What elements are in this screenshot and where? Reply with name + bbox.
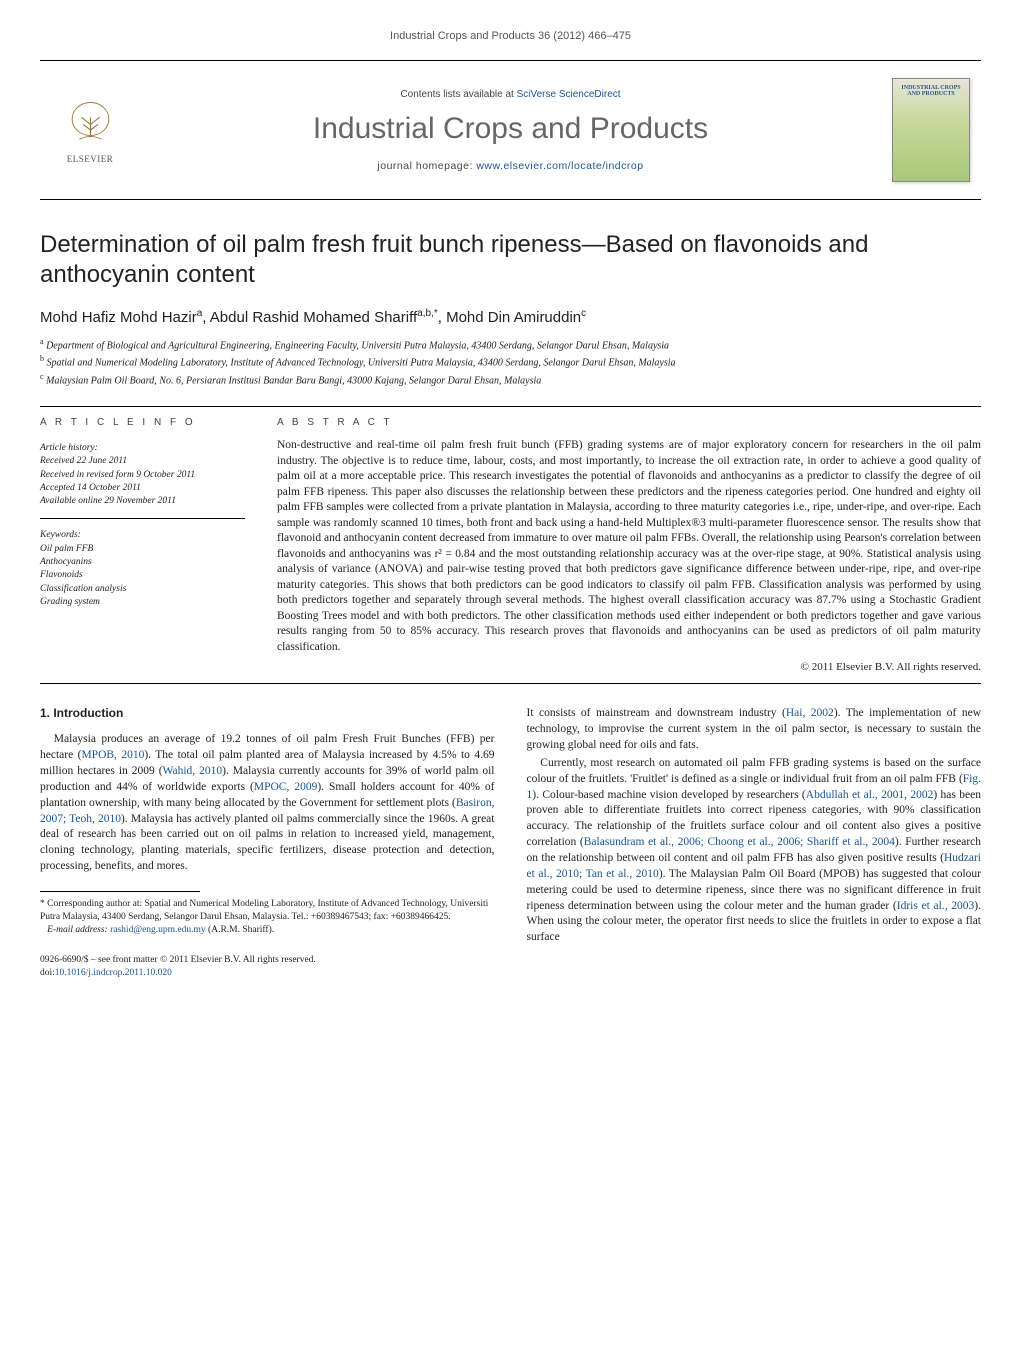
email-label: E-mail address:	[47, 925, 110, 935]
journal-homepage-line: journal homepage: www.elsevier.com/locat…	[377, 160, 643, 172]
keyword-item: Oil palm FFB	[40, 543, 245, 556]
rule-below-abstract	[40, 683, 981, 684]
rule-above-info	[40, 406, 981, 407]
article-info-heading: A R T I C L E I N F O	[40, 417, 245, 428]
abstract-heading: A B S T R A C T	[277, 417, 981, 428]
affiliations: a Department of Biological and Agricultu…	[40, 336, 981, 388]
right-para-2: Currently, most research on automated oi…	[527, 756, 982, 946]
journal-cover-block: INDUSTRIAL CROPS AND PRODUCTS	[881, 61, 981, 199]
doi-link[interactable]: 10.1016/j.indcrop.2011.10.020	[55, 968, 172, 978]
journal-name: Industrial Crops and Products	[313, 112, 708, 146]
introduction-heading: 1. Introduction	[40, 706, 495, 720]
author-list: Mohd Hafiz Mohd Hazira, Abdul Rashid Moh…	[40, 308, 981, 326]
doi-prefix: doi:	[40, 968, 55, 978]
corresp-email-link[interactable]: rashid@eng.upm.edu.my	[110, 925, 206, 935]
keywords-label: Keywords:	[40, 529, 245, 542]
footer-block: 0926-6690/$ – see front matter © 2011 El…	[40, 954, 495, 980]
footnote-rule	[40, 891, 200, 892]
body-left-column: 1. Introduction Malaysia produces an ave…	[40, 706, 495, 980]
history-online: Available online 29 November 2011	[40, 495, 245, 508]
masthead-center: Contents lists available at SciVerse Sci…	[140, 61, 881, 199]
keyword-item: Grading system	[40, 596, 245, 609]
journal-homepage-link[interactable]: www.elsevier.com/locate/indcrop	[476, 160, 643, 172]
abstract-column: A B S T R A C T Non-destructive and real…	[277, 417, 981, 673]
keyword-item: Anthocyanins	[40, 556, 245, 569]
running-head: Industrial Crops and Products 36 (2012) …	[40, 30, 981, 42]
history-heading: Article history:	[40, 442, 245, 455]
affiliation-line: a Department of Biological and Agricultu…	[40, 336, 981, 353]
body-columns: 1. Introduction Malaysia produces an ave…	[40, 706, 981, 980]
homepage-prefix: journal homepage:	[377, 160, 476, 172]
affiliation-line: c Malaysian Palm Oil Board, No. 6, Persi…	[40, 371, 981, 388]
corresp-text: * Corresponding author at: Spatial and N…	[40, 899, 488, 922]
publisher-logo-block: ELSEVIER	[40, 61, 140, 199]
info-abstract-row: A R T I C L E I N F O Article history: R…	[40, 417, 981, 673]
article-info-column: A R T I C L E I N F O Article history: R…	[40, 417, 245, 673]
elsevier-logo: ELSEVIER	[55, 90, 125, 170]
article-history: Article history: Received 22 June 2011 R…	[40, 438, 245, 609]
cover-title-text: INDUSTRIAL CROPS AND PRODUCTS	[893, 79, 969, 97]
journal-masthead: ELSEVIER Contents lists available at Sci…	[40, 60, 981, 200]
abstract-copyright: © 2011 Elsevier B.V. All rights reserved…	[277, 661, 981, 673]
keyword-item: Flavonoids	[40, 569, 245, 582]
history-received: Received 22 June 2011	[40, 455, 245, 468]
issn-line: 0926-6690/$ – see front matter © 2011 El…	[40, 955, 316, 965]
contents-available-line: Contents lists available at SciVerse Sci…	[400, 89, 620, 100]
keywords-list: Oil palm FFBAnthocyaninsFlavonoidsClassi…	[40, 543, 245, 609]
history-revised: Received in revised form 9 October 2011	[40, 469, 245, 482]
body-right-column: It consists of mainstream and downstream…	[527, 706, 982, 980]
article-title: Determination of oil palm fresh fruit bu…	[40, 230, 981, 290]
scidirect-link[interactable]: SciVerse ScienceDirect	[517, 89, 621, 100]
elsevier-name: ELSEVIER	[67, 154, 114, 164]
contents-prefix: Contents lists available at	[400, 89, 516, 100]
keyword-item: Classification analysis	[40, 583, 245, 596]
abstract-text: Non-destructive and real-time oil palm f…	[277, 438, 981, 655]
corresp-suffix: (A.R.M. Shariff).	[206, 925, 274, 935]
history-accepted: Accepted 14 October 2011	[40, 482, 245, 495]
elsevier-tree-icon	[63, 97, 118, 152]
intro-para-1: Malaysia produces an average of 19.2 ton…	[40, 732, 495, 875]
affiliation-line: b Spatial and Numerical Modeling Laborat…	[40, 353, 981, 370]
corresponding-author-footnote: * Corresponding author at: Spatial and N…	[40, 898, 495, 936]
right-para-1: It consists of mainstream and downstream…	[527, 706, 982, 754]
journal-cover-thumb: INDUSTRIAL CROPS AND PRODUCTS	[892, 78, 970, 182]
